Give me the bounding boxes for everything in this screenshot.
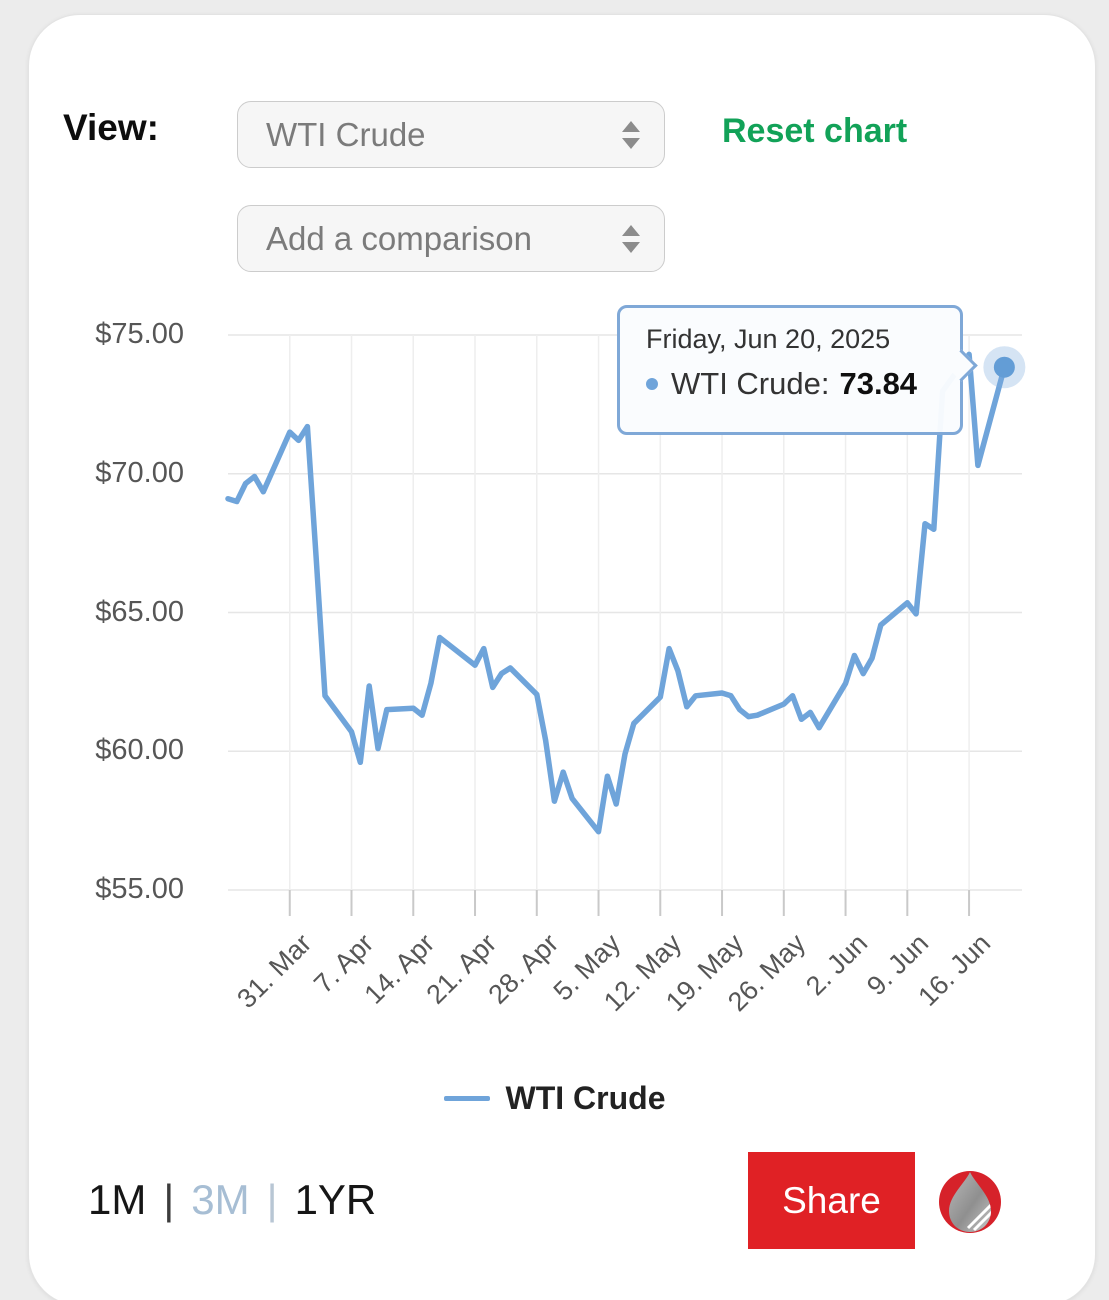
- range-option-1yr[interactable]: 1YR: [294, 1176, 377, 1223]
- y-axis-label: $75.00: [95, 318, 184, 350]
- chevron-down-icon: [622, 137, 640, 149]
- series-dot-icon: [646, 378, 658, 390]
- legend-item-wti-crude[interactable]: WTI Crude: [443, 1080, 666, 1117]
- legend-label: WTI Crude: [505, 1080, 666, 1116]
- select-arrows-icon: [622, 120, 640, 149]
- tooltip-series-label: WTI Crude:: [671, 366, 830, 401]
- chevron-up-icon: [622, 224, 640, 236]
- series-select[interactable]: WTI Crude: [237, 101, 665, 168]
- range-option-1m[interactable]: 1M: [88, 1176, 147, 1223]
- y-axis-label: $70.00: [95, 456, 184, 489]
- comparison-select[interactable]: Add a comparison: [237, 205, 665, 272]
- tooltip-date: Friday, Jun 20, 2025: [646, 324, 891, 354]
- y-axis-label: $60.00: [95, 734, 184, 767]
- y-axis-label: $65.00: [95, 595, 184, 628]
- select-arrows-icon: [622, 224, 640, 253]
- series-select-value: WTI Crude: [266, 115, 426, 153]
- y-axis-label: $55.00: [95, 873, 184, 905]
- chart-tooltip: Friday, Jun 20, 2025 WTI Crude: 73.84: [617, 305, 963, 435]
- range-separator: |: [163, 1176, 175, 1223]
- oilprice-logo[interactable]: [938, 1170, 1002, 1234]
- comparison-select-value: Add a comparison: [266, 219, 532, 257]
- range-selector: 1M | 3M | 1YR: [88, 1176, 376, 1224]
- legend-line-swatch-icon: [443, 1096, 490, 1101]
- chart-legend: WTI Crude: [0, 1080, 1109, 1117]
- tooltip-value: 73.84: [839, 366, 918, 401]
- chevron-up-icon: [622, 120, 640, 132]
- view-label: View:: [63, 107, 159, 148]
- price-line[interactable]: [225, 351, 1008, 835]
- drop-highlight-swoosh-icon: [966, 1200, 991, 1232]
- range-option-3m[interactable]: 3M: [191, 1176, 250, 1223]
- share-button[interactable]: Share: [748, 1152, 915, 1249]
- range-separator: |: [266, 1176, 278, 1223]
- reset-chart-button[interactable]: Reset chart: [722, 112, 908, 150]
- chevron-down-icon: [622, 241, 640, 253]
